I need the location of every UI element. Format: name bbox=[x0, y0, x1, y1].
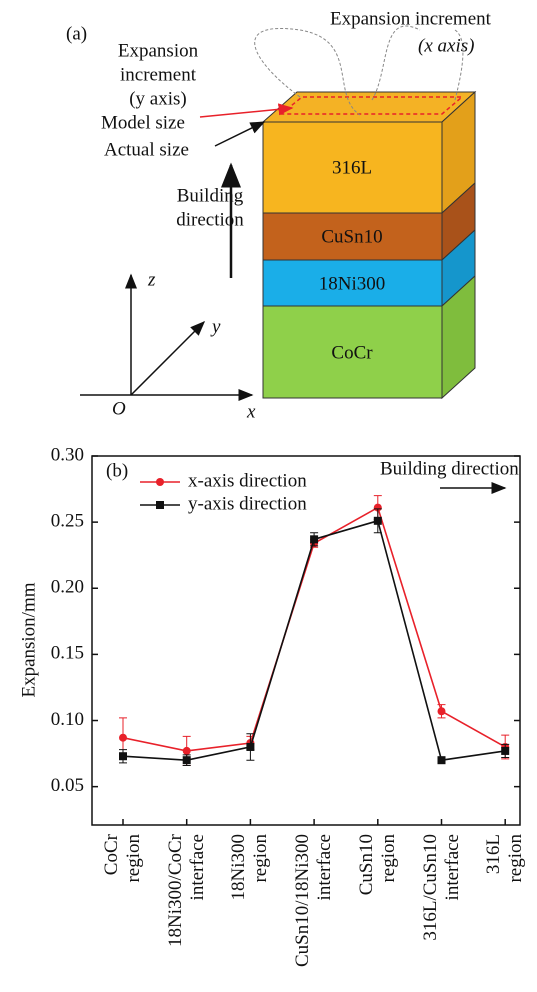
y-axis-3d bbox=[131, 322, 204, 395]
legend-label: x-axis direction bbox=[188, 470, 307, 491]
annotation: (y axis) bbox=[129, 88, 187, 109]
annotation: Expansion bbox=[118, 40, 199, 61]
annotation: Actual size bbox=[104, 139, 189, 160]
marker bbox=[501, 747, 509, 755]
panel-label: (a) bbox=[66, 23, 87, 44]
annotation: Model size bbox=[101, 112, 185, 133]
annotation: Building direction bbox=[380, 458, 519, 479]
y-tick-label: 0.30 bbox=[51, 444, 84, 465]
x-tick-label: 18Ni300/CoCr interface bbox=[165, 834, 209, 947]
layer-label: CoCr bbox=[331, 342, 373, 363]
annotation: increment bbox=[120, 64, 197, 85]
series-line bbox=[123, 521, 505, 760]
legend-marker bbox=[156, 478, 164, 486]
y-tick-label: 0.25 bbox=[51, 510, 84, 531]
marker bbox=[310, 535, 318, 543]
annotation: direction bbox=[176, 209, 244, 230]
axis-letter: z bbox=[147, 269, 156, 290]
y-axis-title: Expansion/mm bbox=[18, 582, 39, 697]
marker bbox=[438, 756, 446, 764]
marker bbox=[119, 734, 127, 742]
layer-label: CuSn10 bbox=[321, 226, 382, 247]
page: {"diagram": {"label": "(a)", "expansion_… bbox=[0, 0, 537, 992]
panel-label: (b) bbox=[106, 460, 128, 481]
marker bbox=[183, 756, 191, 764]
legend-marker bbox=[156, 501, 164, 509]
x-tick-label: 316L/CuSn10 interface bbox=[420, 834, 464, 941]
axis-letter: y bbox=[210, 316, 221, 337]
axis-letter: O bbox=[112, 398, 126, 419]
x-tick-label: 18Ni300 region bbox=[228, 834, 272, 901]
marker bbox=[374, 517, 382, 525]
y-tick-label: 0.10 bbox=[51, 709, 84, 730]
annotation: (x axis) bbox=[418, 35, 474, 56]
marker bbox=[246, 743, 254, 751]
x-tick-label: CuSn10 region bbox=[356, 834, 400, 895]
actual-size-arrow bbox=[215, 122, 264, 146]
annotation: Building bbox=[177, 185, 244, 206]
marker bbox=[119, 752, 127, 760]
marker bbox=[438, 707, 446, 715]
x-tick-label: CuSn10/18Ni300 interface bbox=[292, 834, 336, 967]
legend-label: y-axis direction bbox=[188, 493, 307, 514]
layer-label: 316L bbox=[332, 157, 372, 178]
annotation: Expansion increment bbox=[330, 8, 492, 29]
axis-letter: x bbox=[246, 401, 256, 422]
y-tick-label: 0.05 bbox=[51, 775, 84, 796]
y-tick-label: 0.15 bbox=[51, 643, 84, 664]
y-tick-label: 0.20 bbox=[51, 577, 84, 598]
x-tick-label: 316L region bbox=[483, 834, 527, 883]
layer-label: 18Ni300 bbox=[319, 273, 386, 294]
marker bbox=[183, 747, 191, 755]
x-tick-label: CoCr region bbox=[101, 834, 145, 883]
